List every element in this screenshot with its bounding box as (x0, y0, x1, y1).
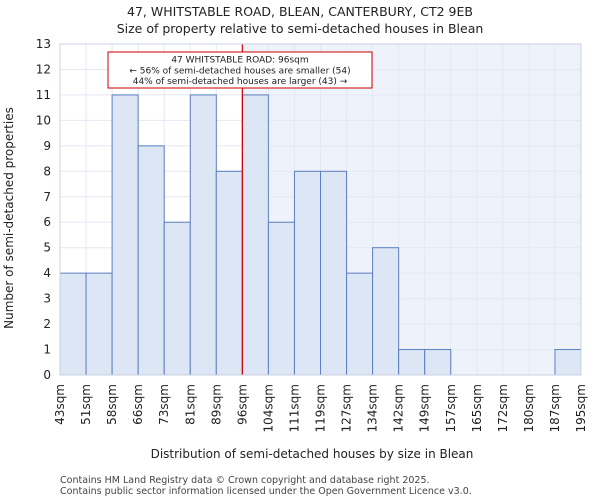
bar-58sqm (111, 94, 139, 376)
chart-subtitle: Size of property relative to semi-detach… (117, 21, 484, 36)
x-tick-label: 89sqm (209, 384, 223, 425)
bar-134sqm (372, 247, 400, 376)
x-axis-ticks: 43sqm 51sqm 58sqm 66sqm 73sqm 81sqm 89sqm 96sqm… (53, 384, 588, 432)
annotation-line-2: ← 56% of semi-detached houses are smalle… (129, 67, 350, 77)
x-tick-label: 165sqm (470, 384, 484, 432)
bar-89sqm (215, 170, 243, 376)
footer-line-2: Contains public sector information licen… (60, 486, 472, 497)
x-tick-label: 73sqm (157, 384, 171, 425)
x-tick-label: 142sqm (392, 384, 406, 432)
bar-149sqm (424, 349, 452, 376)
x-tick-label: 43sqm (53, 384, 67, 425)
bar-127sqm (346, 272, 374, 376)
bar-187sqm (554, 349, 582, 376)
y-tick-label: 6 (43, 215, 51, 229)
x-tick-label: 149sqm (418, 384, 432, 432)
y-tick-label: 0 (43, 368, 51, 382)
annotation-box: 47 WHITSTABLE ROAD: 96sqm ← 56% of semi-… (107, 51, 373, 89)
x-axis-label: Distribution of semi-detached houses by … (151, 447, 474, 461)
chart-title: 47, WHITSTABLE ROAD, BLEAN, CANTERBURY, … (127, 4, 473, 19)
annotation-border (107, 51, 373, 89)
x-tick-label: 180sqm (522, 384, 536, 432)
x-tick-label: 66sqm (131, 384, 145, 425)
plot-frame (59, 43, 582, 376)
y-tick-label: 2 (43, 317, 51, 331)
x-tick-label: 127sqm (340, 384, 354, 432)
y-axis-label: Number of semi-detached properties (2, 107, 16, 329)
x-tick-label: 111sqm (287, 384, 301, 432)
y-tick-label: 7 (43, 190, 51, 204)
x-tick-label: 104sqm (261, 384, 275, 432)
bar-73sqm (163, 221, 191, 376)
bar-51sqm (85, 272, 113, 376)
annotation-line-3: 44% of semi-detached houses are larger (… (133, 77, 348, 87)
x-tick-label: 172sqm (496, 384, 510, 432)
bar-104sqm (267, 221, 295, 376)
y-tick-label: 4 (43, 266, 51, 280)
bar-81sqm (189, 94, 217, 376)
x-tick-label: 157sqm (444, 384, 458, 432)
bar-119sqm (320, 170, 348, 376)
y-tick-label: 9 (43, 139, 51, 153)
x-tick-label: 58sqm (105, 384, 119, 425)
y-tick-label: 8 (43, 164, 51, 178)
annotation-line-1: 47 WHITSTABLE ROAD: 96sqm (171, 56, 308, 66)
y-tick-label: 5 (43, 241, 51, 255)
bar-111sqm (293, 170, 322, 376)
bar-43sqm (59, 272, 87, 376)
bar-66sqm (137, 145, 165, 376)
y-tick-label: 3 (43, 292, 51, 306)
x-tick-label: 134sqm (366, 384, 380, 432)
y-tick-label: 11 (36, 88, 51, 102)
footer-line-1: Contains HM Land Registry data © Crown c… (60, 475, 430, 486)
y-tick-label: 12 (36, 62, 51, 76)
x-tick-label: 51sqm (79, 384, 93, 425)
bar-96sqm (241, 94, 269, 376)
bar-142sqm (398, 349, 426, 376)
x-tick-label: 96sqm (235, 384, 249, 425)
x-tick-label: 119sqm (314, 384, 328, 432)
x-tick-label: 195sqm (574, 384, 588, 432)
x-tick-label: 187sqm (548, 384, 562, 432)
y-tick-label: 10 (36, 113, 51, 127)
y-tick-label: 1 (43, 343, 51, 357)
x-tick-label: 81sqm (183, 384, 197, 425)
y-tick-label: 13 (36, 37, 51, 51)
